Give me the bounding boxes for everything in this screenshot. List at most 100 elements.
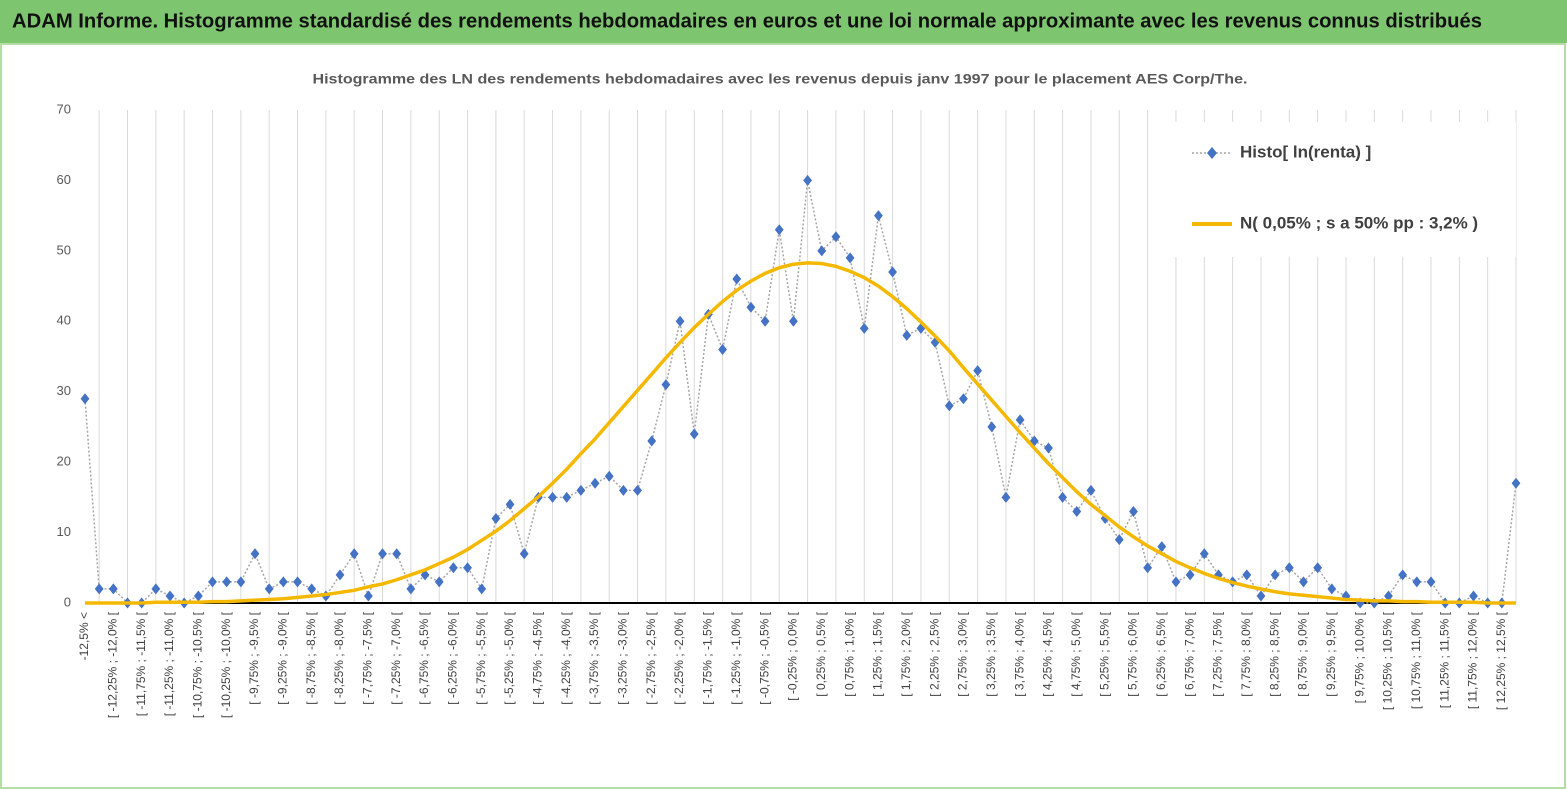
x-tick-label: [ -10,25% ; -10,0% [	[219, 611, 233, 718]
data-point	[1171, 576, 1181, 588]
data-point	[874, 210, 883, 222]
x-tick-label: [ 3,75% ; 4,0% [	[1012, 611, 1026, 696]
data-point	[1114, 534, 1124, 546]
x-tick-label: [ -6,75% ; -6,5% [	[417, 611, 431, 704]
x-tick-label: [ -8,25% ; -8,0% [	[332, 611, 346, 704]
data-point	[1511, 477, 1521, 489]
data-point	[1398, 569, 1408, 581]
data-point	[519, 548, 529, 560]
x-tick-label: [ 7,25% ; 7,5% [	[1211, 611, 1225, 696]
data-point	[1256, 590, 1266, 602]
data-point	[1412, 576, 1422, 588]
data-point	[193, 590, 203, 602]
y-tick-label: 0	[64, 594, 71, 609]
x-tick-label: [ 1,25% ; 1,5% [	[871, 611, 885, 696]
data-point	[1015, 414, 1025, 426]
chart-frame	[0, 43, 1566, 789]
data-point	[987, 421, 997, 433]
data-point	[888, 266, 897, 278]
y-tick-label: 60	[57, 172, 71, 187]
x-tick-label: [ 11,25% ; 11,5% [	[1437, 611, 1451, 708]
data-point	[647, 435, 657, 447]
y-tick-label: 10	[57, 524, 71, 539]
x-tick-label: [ 2,25% ; 2,5% [	[927, 611, 941, 696]
y-tick-label: 40	[57, 313, 71, 328]
series-line	[85, 261, 1516, 605]
y-tick-label: 70	[57, 101, 71, 116]
y-tick-label: 50	[57, 242, 71, 257]
legend-label: Histo[ ln(renta) ]	[1240, 142, 1371, 161]
data-point	[817, 245, 827, 257]
data-point	[491, 512, 501, 524]
x-tick-label: [ 8,75% ; 9,0% [	[1296, 611, 1310, 696]
data-point	[675, 315, 685, 327]
data-point	[293, 576, 302, 588]
data-point	[335, 569, 345, 581]
data-point	[774, 224, 784, 236]
x-tick-label: [ -2,25% ; -2,0% [	[672, 611, 686, 704]
data-point	[165, 590, 175, 602]
data-point	[959, 393, 968, 405]
data-point	[1313, 562, 1323, 574]
data-point	[718, 343, 727, 355]
data-point	[80, 393, 90, 405]
x-tick-label: [ -5,75% ; -5,5% [	[474, 611, 488, 704]
x-tick-label: [ -9,75% ; -9,5% [	[247, 611, 261, 704]
data-point	[406, 583, 416, 595]
x-tick-label: [ 3,25% ; 3,5% [	[984, 611, 998, 696]
x-tick-label: [ -8,75% ; -8,5% [	[304, 611, 318, 704]
header-title: ADAM Informe. Histogramme standardisé de…	[12, 10, 1482, 32]
data-point	[845, 252, 855, 264]
x-tick-label: [ 9,75% ; 10,0% [	[1352, 611, 1366, 703]
data-point	[151, 583, 161, 595]
data-point	[562, 491, 572, 503]
data-point	[661, 379, 671, 391]
data-point	[1129, 505, 1138, 517]
x-tick-label: [ 4,25% ; 4,5% [	[1041, 611, 1055, 696]
data-point	[1284, 562, 1294, 574]
x-tick-label: [ -0,25% ; 0,0% [	[786, 611, 800, 700]
x-tick-label: [ -6,25% ; -6,0% [	[446, 611, 460, 704]
data-point	[349, 548, 359, 560]
data-point	[1072, 505, 1082, 517]
data-point	[633, 484, 642, 496]
data-point	[94, 583, 104, 595]
data-point	[1270, 569, 1280, 581]
x-tick-label: [ 5,25% ; 5,5% [	[1097, 611, 1111, 696]
x-tick-label: [ -5,25% ; -5,0% [	[502, 611, 516, 704]
x-tick-label: [ -9,25% ; -9,0% [	[276, 611, 290, 704]
data-point	[463, 562, 472, 574]
x-tick-label: [ 12,25% ; 12,5% [	[1494, 611, 1508, 710]
data-point	[576, 484, 586, 496]
data-point	[236, 576, 246, 588]
data-point	[1001, 491, 1011, 503]
x-tick-label: -12,5% <	[77, 612, 91, 660]
x-tick-label: [ 10,75% ; 11,0% [	[1409, 611, 1423, 709]
data-point	[618, 484, 628, 496]
x-tick-label: [ -3,25% ; -3,0% [	[616, 611, 630, 704]
x-tick-label: [ 10,25% ; 10,5% [	[1381, 611, 1395, 710]
x-tick-label: [ -4,75% ; -4,5% [	[531, 611, 545, 704]
data-point	[859, 322, 869, 334]
x-tick-label: [ 7,75% ; 8,0% [	[1239, 611, 1253, 696]
data-point	[420, 569, 430, 581]
x-tick-label: [ 6,25% ; 6,5% [	[1154, 611, 1168, 696]
data-point	[732, 273, 742, 285]
data-point	[1469, 590, 1478, 602]
data-point	[434, 576, 444, 588]
x-tick-label: [ -11,75% ; -11,5% [	[134, 611, 148, 716]
legend-swatch	[1207, 147, 1217, 159]
data-point	[746, 301, 756, 313]
x-tick-label: [ -4,25% ; -4,0% [	[559, 611, 573, 704]
x-tick-label: [ 0,25% ; 0,5% [	[814, 611, 828, 696]
data-point	[264, 583, 274, 595]
data-point	[1058, 491, 1068, 503]
x-tick-label: [ 1,75% ; 2,0% [	[899, 611, 913, 696]
data-point	[1044, 442, 1053, 454]
x-tick-label: [ 2,75% ; 3,0% [	[956, 611, 970, 696]
data-point	[548, 491, 557, 503]
data-point	[477, 583, 487, 595]
data-point	[1185, 569, 1195, 581]
data-point	[1143, 562, 1153, 574]
